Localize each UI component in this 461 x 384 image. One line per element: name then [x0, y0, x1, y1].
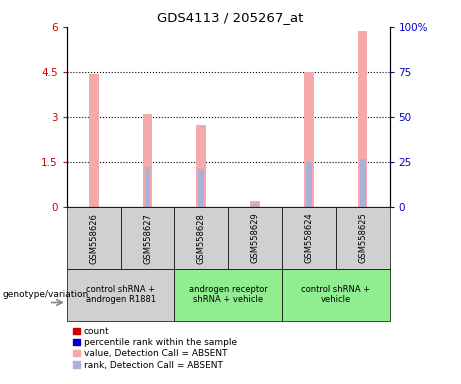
Bar	[174, 207, 228, 269]
Bar	[89, 73, 99, 207]
Bar	[252, 204, 258, 207]
Text: GDS4113 / 205267_at: GDS4113 / 205267_at	[157, 12, 304, 25]
Bar	[67, 269, 174, 321]
Text: GSM558624: GSM558624	[304, 213, 313, 263]
Bar	[67, 207, 121, 269]
Bar	[198, 169, 204, 207]
Bar	[196, 125, 206, 207]
Bar	[282, 207, 336, 269]
Bar	[121, 207, 174, 269]
Bar	[336, 207, 390, 269]
Bar	[358, 31, 367, 207]
Bar	[282, 269, 390, 321]
Bar	[304, 72, 313, 207]
Legend: count, percentile rank within the sample, value, Detection Call = ABSENT, rank, : count, percentile rank within the sample…	[71, 325, 239, 372]
Text: control shRNA +
vehicle: control shRNA + vehicle	[301, 285, 370, 305]
Text: control shRNA +
androgen R1881: control shRNA + androgen R1881	[86, 285, 156, 305]
Text: GSM558627: GSM558627	[143, 213, 152, 263]
Bar	[250, 201, 260, 207]
Text: genotype/variation: genotype/variation	[2, 290, 89, 299]
Bar	[306, 162, 312, 207]
Bar	[174, 269, 282, 321]
Text: GSM558628: GSM558628	[197, 213, 206, 263]
Bar	[142, 114, 152, 207]
Text: GSM558626: GSM558626	[89, 213, 98, 263]
Bar	[360, 159, 366, 207]
Text: GSM558629: GSM558629	[251, 213, 260, 263]
Text: GSM558625: GSM558625	[358, 213, 367, 263]
Bar	[228, 207, 282, 269]
Bar	[145, 167, 150, 207]
Text: androgen receptor
shRNA + vehicle: androgen receptor shRNA + vehicle	[189, 285, 267, 305]
